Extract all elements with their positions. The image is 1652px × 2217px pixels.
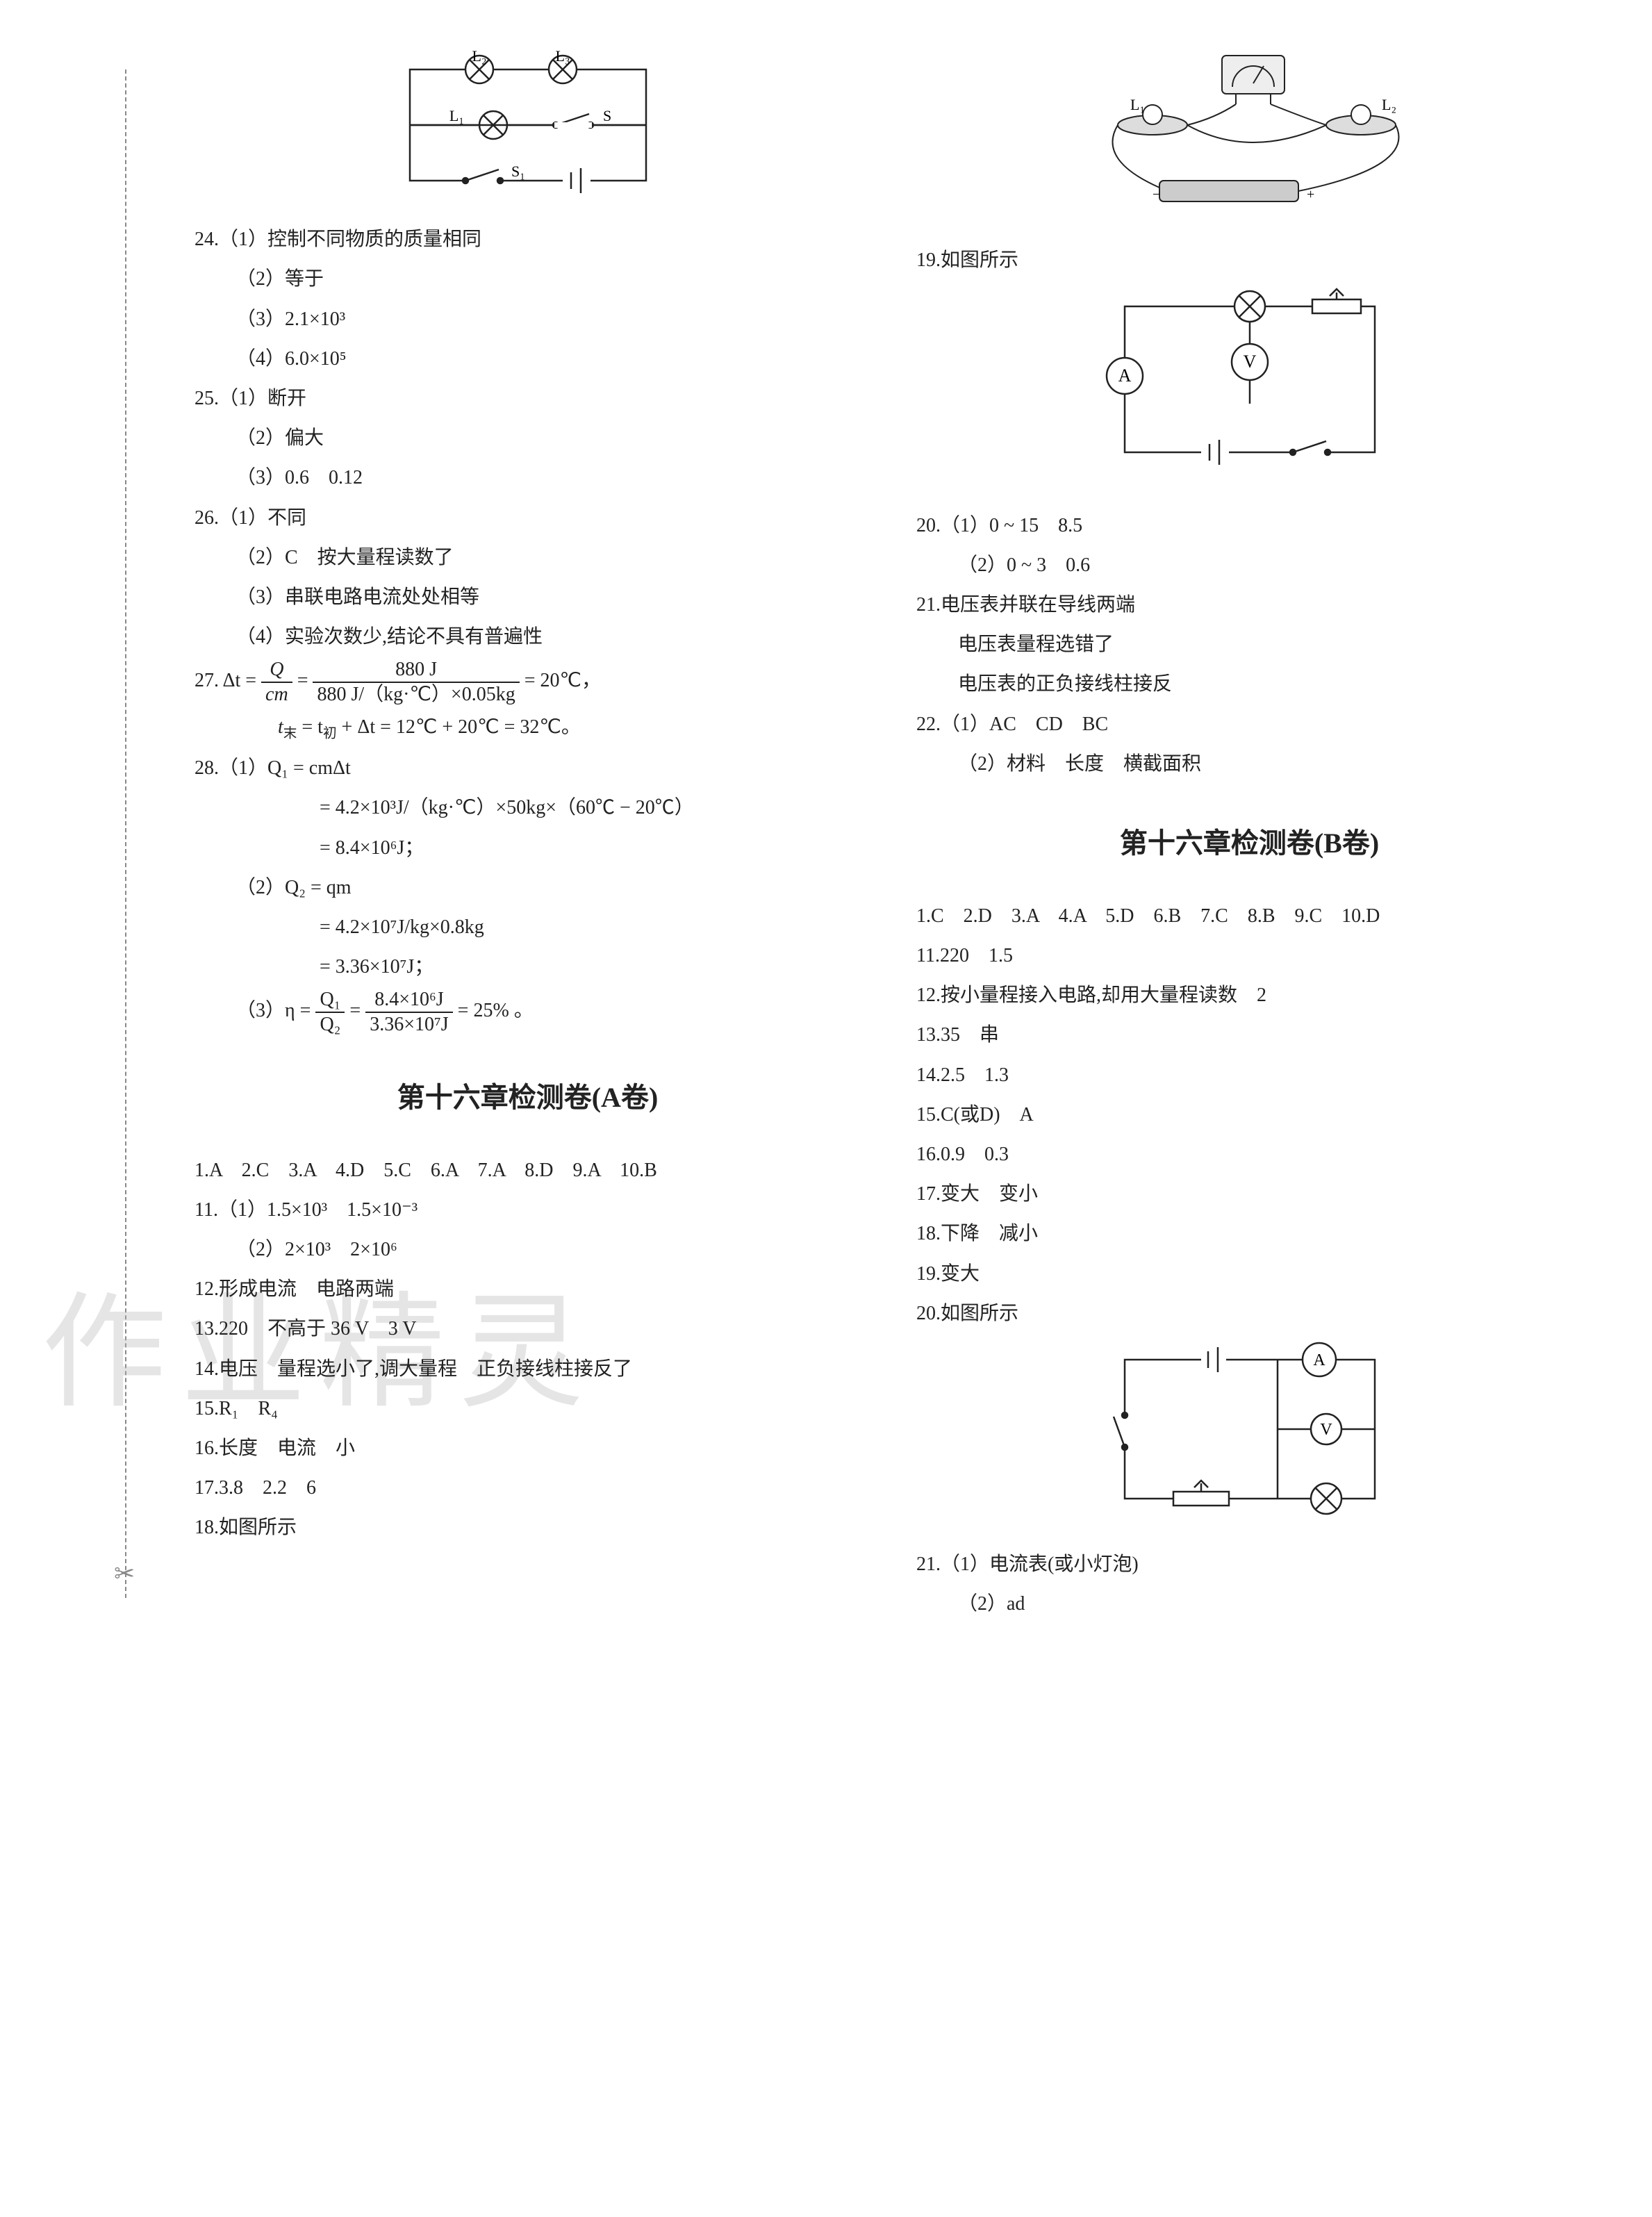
q25-1: 25.（1）断开: [195, 380, 861, 417]
q20a: 20.（1）0 ~ 15 8.5: [916, 507, 1583, 544]
q28-f1-num: Q₁: [315, 988, 345, 1013]
q28-f1-den: Q₂: [315, 1013, 345, 1037]
circuit-2-svg: A V: [1090, 286, 1410, 480]
q28-7a: （3）η =: [236, 1000, 315, 1021]
svg-text:S₁: S₁: [511, 163, 525, 180]
q25-2: （2）偏大: [195, 420, 861, 456]
q27-line1: 27. Δt = Q cm = 880 J 880 J/（kg·℃）×0.05k…: [195, 658, 861, 706]
svg-text:S: S: [603, 107, 611, 124]
b-q13: 13.35 串: [916, 1016, 1583, 1053]
q24-1: 24.（1）控制不同物质的质量相同: [195, 221, 861, 258]
q26-3: （3）串联电路电流处处相等: [195, 579, 861, 616]
b-q11: 11.220 1.5: [916, 937, 1583, 974]
figure-circuit-2: A V: [916, 286, 1583, 493]
svg-text:V: V: [1243, 352, 1256, 372]
q27-f1-num: Q: [261, 658, 292, 683]
circuit-1-svg: L₂ L₃ L₁ S S₁: [382, 49, 674, 195]
q13: 13.220 不高于 36 V 3 V: [195, 1310, 861, 1347]
section-16b-title: 第十六章检测卷(B卷): [916, 817, 1583, 870]
q27-tail: = 20℃，: [524, 670, 601, 691]
q20b: （2）0 ~ 3 0.6: [916, 547, 1583, 584]
q28-f2-den: 3.36×10⁷J: [365, 1013, 452, 1037]
b-q17: 17.变大 变小: [916, 1176, 1583, 1212]
q11b: （2）2×10³ 2×10⁶: [195, 1231, 861, 1268]
q27-f2-den: 880 J/（kg·℃）×0.05kg: [313, 683, 519, 707]
q18: 18.如图所示: [195, 1509, 861, 1546]
q27-f2-num: 880 J: [313, 658, 519, 683]
ans-16b: 1.C 2.D 3.A 4.A 5.D 6.B 7.C 8.B 9.C 10.D: [916, 898, 1583, 934]
q24-4: （4）6.0×10⁵: [195, 340, 861, 377]
b-q21b: （2）ad: [916, 1585, 1583, 1622]
q26-4: （4）实验次数少,结论不具有普遍性: [195, 618, 861, 655]
q12: 12.形成电流 电路两端: [195, 1271, 861, 1308]
b-q15: 15.C(或D) A: [916, 1096, 1583, 1133]
svg-text:+: +: [1307, 187, 1314, 202]
q27-f1-den: cm: [261, 683, 292, 707]
figure-circuit-3: A V: [916, 1339, 1583, 1532]
q21c: 电压表的正负接线柱接反: [916, 666, 1583, 702]
q28-f2-num: 8.4×10⁶J: [365, 988, 452, 1013]
q22a: 22.（1）AC CD BC: [916, 706, 1583, 743]
svg-text:−: −: [1153, 187, 1160, 202]
b-q20: 20.如图所示: [916, 1295, 1583, 1332]
section-16a-title: 第十六章检测卷(A卷): [195, 1071, 861, 1124]
figure-meter-setup: L₁ L₂ − +: [916, 49, 1583, 228]
q24-2: （2）等于: [195, 261, 861, 297]
q27-line2: t末 = t初 + Δt = 12℃ + 20℃ = 32℃。: [195, 709, 861, 747]
q21a: 21.电压表并联在导线两端: [916, 586, 1583, 623]
q16: 16.长度 电流 小: [195, 1430, 861, 1467]
figure-circuit-1: L₂ L₃ L₁ S S₁: [195, 49, 861, 207]
q24-3: （3）2.1×10³: [195, 301, 861, 338]
svg-text:A: A: [1118, 365, 1131, 386]
q28-5: = 4.2×10⁷J/kg×0.8kg: [195, 909, 861, 946]
circuit-3-svg: A V: [1097, 1339, 1403, 1519]
q26-1: 26.（1）不同: [195, 500, 861, 536]
q26-2: （2）C 按大量程读数了: [195, 539, 861, 576]
left-column: L₂ L₃ L₁ S S₁ 24.（1）控制不同物质的质量相同 （2）等于 （3…: [195, 42, 861, 1626]
b-q14: 14.2.5 1.3: [916, 1057, 1583, 1094]
b-q21a: 21.（1）电流表(或小灯泡): [916, 1546, 1583, 1583]
q27-eq: =: [297, 670, 313, 691]
q28-2: = 4.2×10³J/（kg·℃）×50kg×（60℃ − 20℃）: [195, 789, 861, 826]
q28-1: 28.（1）Q₁ = cmΔt: [195, 750, 861, 786]
content-columns: L₂ L₃ L₁ S S₁ 24.（1）控制不同物质的质量相同 （2）等于 （3…: [195, 42, 1583, 1626]
q11a: 11.（1）1.5×10³ 1.5×10⁻³: [195, 1192, 861, 1228]
q27-prefix: 27. Δt =: [195, 670, 261, 691]
svg-text:L₁: L₁: [449, 107, 463, 124]
q28-4: （2）Q₂ = qm: [195, 869, 861, 906]
ans-16a: 1.A 2.C 3.A 4.D 5.C 6.A 7.A 8.D 9.A 10.B: [195, 1152, 861, 1189]
q28-6: = 3.36×10⁷J；: [195, 948, 861, 985]
q25-3: （3）0.6 0.12: [195, 459, 861, 496]
svg-text:L₂: L₂: [1382, 96, 1396, 113]
svg-text:L₃: L₃: [555, 49, 570, 65]
svg-text:L₂: L₂: [472, 49, 486, 65]
b-q19: 19.变大: [916, 1255, 1583, 1292]
svg-text:A: A: [1313, 1351, 1325, 1369]
q17: 17.3.8 2.2 6: [195, 1469, 861, 1506]
right-column: L₁ L₂ − + 19.如图所示: [916, 42, 1583, 1626]
q22b: （2）材料 长度 横截面积: [916, 745, 1583, 782]
q21b: 电压表量程选错了: [916, 626, 1583, 663]
q28-7c: = 25% 。: [458, 1000, 534, 1021]
q28-7b: =: [349, 1000, 365, 1021]
svg-text:L₁: L₁: [1130, 96, 1145, 113]
q19: 19.如图所示: [916, 242, 1583, 279]
meter-setup-svg: L₁ L₂ − +: [1069, 49, 1430, 215]
q15: 15.R₁ R₄: [195, 1390, 861, 1427]
svg-text:V: V: [1320, 1421, 1332, 1439]
q14: 14.电压 量程选小了,调大量程 正负接线柱接反了: [195, 1351, 861, 1387]
q28-3: = 8.4×10⁶J；: [195, 830, 861, 866]
q28-7: （3）η = Q₁ Q₂ = 8.4×10⁶J 3.36×10⁷J = 25% …: [195, 988, 861, 1036]
b-q16: 16.0.9 0.3: [916, 1136, 1583, 1173]
b-q18: 18.下降 减小: [916, 1215, 1583, 1252]
b-q12: 12.按小量程接入电路,却用大量程读数 2: [916, 977, 1583, 1014]
